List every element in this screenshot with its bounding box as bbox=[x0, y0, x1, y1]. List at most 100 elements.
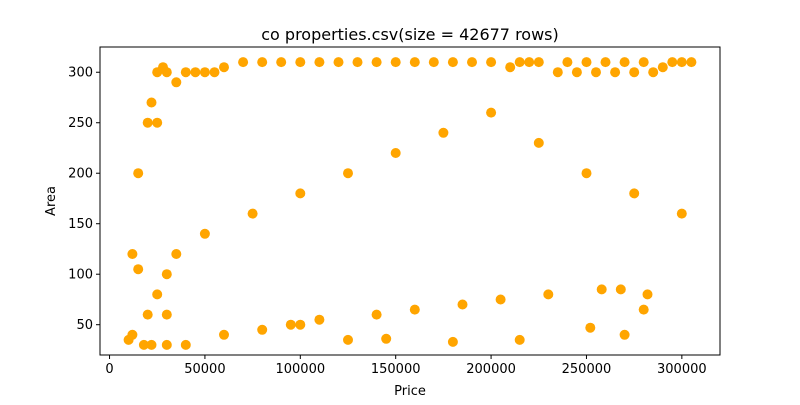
scatter-point bbox=[285, 319, 296, 330]
scatter-point bbox=[657, 62, 668, 73]
scatter-point bbox=[180, 67, 191, 78]
scatter-point bbox=[127, 249, 138, 259]
y-tick-label: 150 bbox=[68, 217, 93, 232]
y-axis-label: Area bbox=[44, 186, 59, 216]
scatter-point bbox=[562, 57, 573, 68]
scatter-point bbox=[199, 67, 210, 78]
scatter-point bbox=[495, 294, 506, 305]
scatter-point bbox=[142, 309, 153, 320]
scatter-point bbox=[638, 57, 649, 68]
y-tick-label: 50 bbox=[76, 318, 93, 333]
scatter-point bbox=[295, 319, 306, 330]
scatter-point bbox=[514, 57, 525, 68]
scatter-point bbox=[161, 309, 172, 320]
scatter-point bbox=[438, 127, 449, 138]
scatter-point bbox=[676, 208, 687, 219]
scatter-point bbox=[619, 329, 630, 340]
scatter-point bbox=[581, 168, 592, 179]
scatter-point bbox=[257, 57, 268, 68]
scatter-point bbox=[486, 107, 497, 118]
scatter-point bbox=[648, 67, 659, 78]
scatter-point bbox=[390, 57, 401, 68]
scatter-point bbox=[314, 57, 325, 68]
scatter-point bbox=[505, 62, 516, 73]
x-tick-label: 0 bbox=[105, 362, 113, 377]
scatter-point bbox=[409, 57, 420, 68]
scatter-point bbox=[533, 57, 544, 68]
scatter-point bbox=[161, 67, 172, 78]
scatter-point bbox=[581, 57, 592, 68]
scatter-point bbox=[152, 117, 163, 128]
scatter-point bbox=[467, 57, 477, 68]
scatter-point bbox=[428, 57, 439, 68]
scatter-point bbox=[571, 67, 582, 78]
scatter-point bbox=[352, 57, 363, 68]
scatter-point bbox=[180, 339, 191, 350]
scatter-point bbox=[295, 188, 306, 199]
scatter-point bbox=[371, 57, 382, 68]
scatter-point bbox=[591, 67, 601, 78]
scatter-point bbox=[615, 284, 626, 295]
scatter-point bbox=[585, 322, 596, 333]
scatter-point bbox=[238, 57, 249, 68]
scatter-point bbox=[457, 299, 468, 310]
scatter-point bbox=[514, 334, 525, 345]
scatter-point bbox=[133, 168, 144, 179]
y-tick-label: 250 bbox=[68, 116, 93, 131]
scatter-point bbox=[600, 57, 611, 68]
scatter-point bbox=[295, 57, 306, 68]
scatter-point bbox=[190, 67, 201, 78]
scatter-point bbox=[209, 67, 220, 78]
scatter-point bbox=[142, 117, 153, 128]
scatter-point bbox=[543, 289, 554, 300]
scatter-point bbox=[667, 57, 678, 68]
scatter-point bbox=[686, 57, 697, 68]
scatter-point bbox=[447, 336, 458, 347]
x-tick-label: 100000 bbox=[275, 362, 325, 377]
scatter-point bbox=[146, 97, 157, 108]
x-tick-label: 250000 bbox=[562, 362, 612, 377]
scatter-point bbox=[257, 324, 268, 335]
scatter-point bbox=[152, 289, 163, 300]
x-axis-ticks: 0 50000 100000 150000 200000 250000 300000 bbox=[105, 355, 707, 377]
scatter-point bbox=[619, 57, 630, 68]
x-axis-label: Price bbox=[394, 384, 426, 399]
scatter-point bbox=[486, 57, 497, 68]
scatter-point bbox=[161, 269, 172, 280]
y-tick-label: 200 bbox=[68, 167, 93, 182]
scatter-point bbox=[247, 208, 258, 219]
scatter-point bbox=[642, 289, 653, 300]
scatter-point bbox=[552, 67, 563, 78]
scatter-point bbox=[390, 148, 401, 158]
scatter-point bbox=[524, 57, 535, 68]
scatter-point bbox=[171, 77, 182, 88]
scatter-point bbox=[381, 333, 392, 344]
y-tick-label: 300 bbox=[68, 66, 93, 81]
scatter-point bbox=[343, 168, 353, 179]
scatter-point bbox=[314, 314, 325, 325]
scatter-point bbox=[533, 137, 544, 148]
scatter-point bbox=[447, 57, 458, 68]
scatter-point bbox=[138, 339, 149, 350]
x-tick-label: 300000 bbox=[657, 362, 707, 377]
scatter-point bbox=[161, 339, 172, 350]
plot-frame bbox=[99, 46, 721, 356]
data-points bbox=[123, 57, 697, 350]
scatter-point bbox=[638, 304, 649, 315]
x-tick-label: 50000 bbox=[184, 362, 225, 377]
scatter-point bbox=[629, 67, 640, 78]
scatter-point bbox=[596, 284, 607, 295]
chart-title: co properties.csv(size = 42677 rows) bbox=[261, 25, 559, 44]
scatter-point bbox=[146, 339, 157, 350]
x-tick-label: 200000 bbox=[466, 362, 516, 377]
scatter-point bbox=[133, 264, 144, 275]
scatter-point bbox=[676, 57, 687, 68]
scatter-point bbox=[343, 334, 353, 345]
y-tick-label: 100 bbox=[68, 268, 93, 283]
scatter-point bbox=[371, 309, 382, 320]
scatter-point bbox=[199, 228, 210, 239]
scatter-point bbox=[127, 329, 138, 340]
scatter-point bbox=[333, 57, 344, 68]
